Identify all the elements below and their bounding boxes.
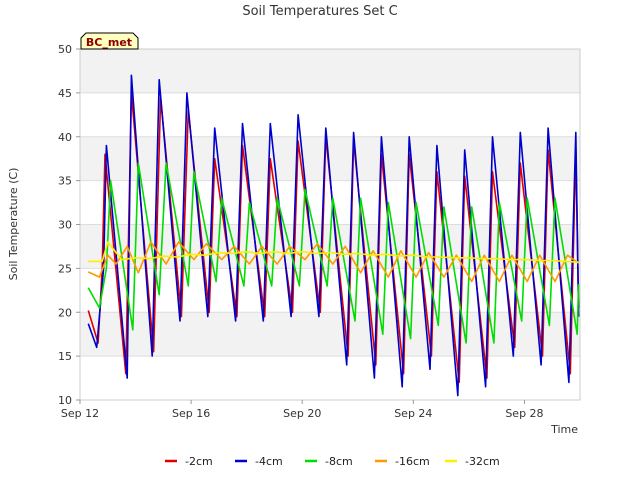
legend-label: -32cm (465, 455, 500, 468)
y-tick-label: 50 (58, 43, 72, 56)
x-tick-label: Sep 16 (172, 407, 210, 420)
x-axis-ticks: Sep 12 Sep 16 Sep 20 Sep 24 Sep 28 (61, 400, 544, 420)
x-tick-label: Sep 28 (505, 407, 543, 420)
y-tick-label: 30 (58, 219, 72, 232)
x-tick-label: Sep 12 (61, 407, 99, 420)
legend-label: -4cm (255, 455, 283, 468)
plot-band (80, 49, 580, 93)
series-line-8cm (87, 162, 580, 344)
series-line-16cm (87, 241, 580, 283)
y-tick-label: 10 (58, 394, 72, 407)
y-tick-label: 45 (58, 87, 72, 100)
x-tick-label: Sep 20 (283, 407, 321, 420)
chart-title: Soil Temperatures Set C (242, 4, 397, 19)
legend-label: -8cm (325, 455, 353, 468)
site-badge-shape (80, 32, 139, 50)
y-tick-label: 40 (58, 131, 72, 144)
site-badge-label: BC_met (86, 36, 132, 49)
x-axis-title: Time (550, 423, 578, 436)
y-axis-title: Soil Temperature (C) (7, 168, 20, 281)
y-tick-label: 35 (58, 175, 72, 188)
series-lines (87, 74, 580, 397)
legend: -2cm -4cm -8cm -16cm -32cm (165, 455, 500, 468)
x-tick-label: Sep 24 (394, 407, 432, 420)
y-tick-label: 20 (58, 306, 72, 319)
series-line-32cm (88, 241, 579, 263)
plot-band (80, 312, 580, 357)
y-tick-label: 25 (58, 262, 72, 275)
y-axis-ticks: 10 15 20 25 30 35 40 45 50 (58, 43, 80, 407)
legend-label: -2cm (185, 455, 213, 468)
y-tick-label: 15 (58, 350, 72, 363)
legend-label: -16cm (395, 455, 430, 468)
site-badge: BC_met (80, 32, 139, 50)
